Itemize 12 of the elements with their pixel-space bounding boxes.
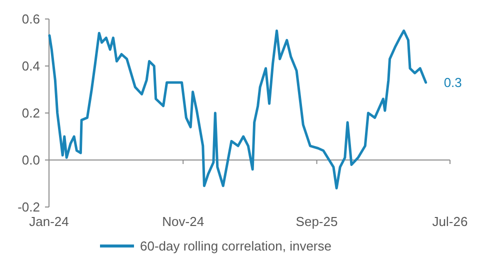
y-tick-label: -0.2 [18, 200, 40, 215]
y-tick-label: 0.6 [22, 12, 40, 27]
annotation: 0.3 [444, 75, 462, 90]
x-tick-label: Nov-24 [162, 214, 204, 229]
line-series [48, 30, 428, 190]
x-tick-label: Jul-26 [432, 214, 468, 229]
legend-label: 60-day rolling correlation, inverse [140, 238, 332, 254]
x-tick-label: Sep-25 [296, 214, 338, 229]
y-tick-label: 0.0 [22, 152, 40, 168]
x-tick-label: Jan-24 [29, 214, 69, 229]
y-tick-label: 0.4 [22, 58, 40, 74]
y-tick-label: 0.2 [22, 106, 40, 121]
